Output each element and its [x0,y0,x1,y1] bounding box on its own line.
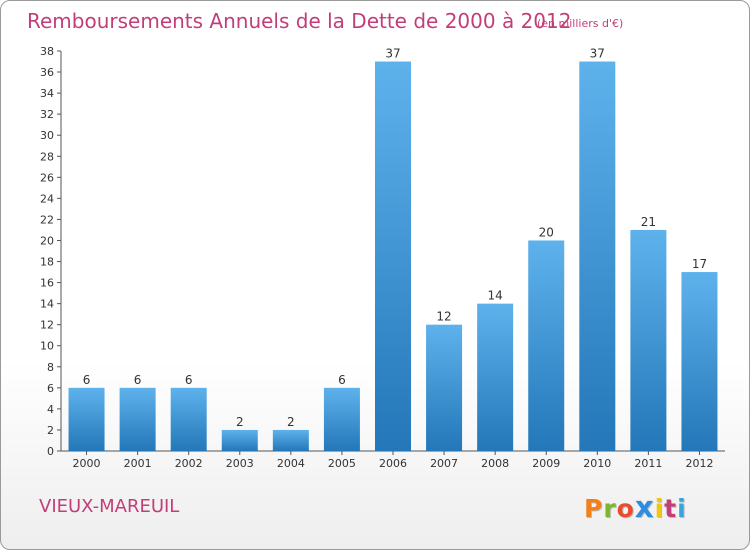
bar [221,429,258,451]
y-tick-label: 0 [47,445,54,458]
y-tick-label: 2 [47,424,54,437]
y-tick-label: 36 [40,66,54,79]
logo-letter: i [677,494,687,523]
x-tick-label: 2007 [430,457,458,470]
logo-letter: o [616,494,635,523]
data-label: 14 [488,289,503,303]
logo-letter: P [584,494,604,523]
bar [426,324,463,451]
y-tick-label: 24 [40,192,54,205]
x-tick-label: 2003 [226,457,254,470]
data-label: 37 [590,47,605,61]
y-tick-label: 34 [40,87,54,100]
y-tick-label: 22 [40,213,54,226]
y-tick-label: 28 [40,150,54,163]
bar [375,61,411,452]
x-tick-label: 2001 [124,457,152,470]
y-tick-label: 8 [47,361,54,374]
bar [119,387,156,451]
x-tick-label: 2005 [328,457,356,470]
bar [477,303,514,451]
data-label: 6 [338,373,346,387]
y-tick-label: 10 [40,340,54,353]
logo-letter: i [654,494,665,523]
commune-name: VIEUX-MAREUIL [39,496,180,517]
x-tick-label: 2010 [583,457,611,470]
x-tick-label: 2006 [379,457,407,470]
y-tick-label: 32 [40,108,54,121]
data-label: 6 [83,373,91,387]
x-tick-label: 2000 [73,457,101,470]
y-tick-label: 4 [47,403,54,416]
logo-letter: t [664,494,678,523]
data-label: 6 [185,373,193,387]
bar [323,387,360,451]
y-tick-label: 16 [40,277,54,290]
bar [68,387,105,451]
y-tick-label: 26 [40,171,54,184]
bar [528,240,565,451]
bar [272,429,309,451]
data-label: 37 [385,47,400,61]
data-label: 20 [539,225,554,239]
y-tick-label: 38 [40,45,54,58]
x-tick-label: 2012 [685,457,713,470]
data-label: 2 [236,415,244,429]
y-tick-label: 6 [47,382,54,395]
x-tick-label: 2008 [481,457,509,470]
x-tick-label: 2004 [277,457,305,470]
data-label: 12 [436,310,451,324]
logo-letter: r [603,494,617,523]
y-tick-label: 20 [40,234,54,247]
bar [630,229,667,451]
data-label: 17 [692,257,707,271]
data-label: 21 [641,215,656,229]
data-label: 2 [287,415,295,429]
y-tick-label: 30 [40,129,54,142]
x-tick-label: 2009 [532,457,560,470]
y-tick-label: 18 [40,256,54,269]
x-tick-label: 2002 [175,457,203,470]
y-tick-label: 14 [40,298,54,311]
y-tick-label: 12 [40,319,54,332]
bar [170,387,207,451]
bar [579,61,616,452]
bar [681,272,718,451]
logo-letter: x [634,490,655,524]
proxiti-logo: Proxiti [584,490,687,524]
data-label: 6 [134,373,142,387]
x-tick-label: 2011 [634,457,662,470]
chart-title: Remboursements Annuels de la Dette de 20… [27,9,572,33]
chart-unit: (en milliers d'€) [537,17,624,30]
